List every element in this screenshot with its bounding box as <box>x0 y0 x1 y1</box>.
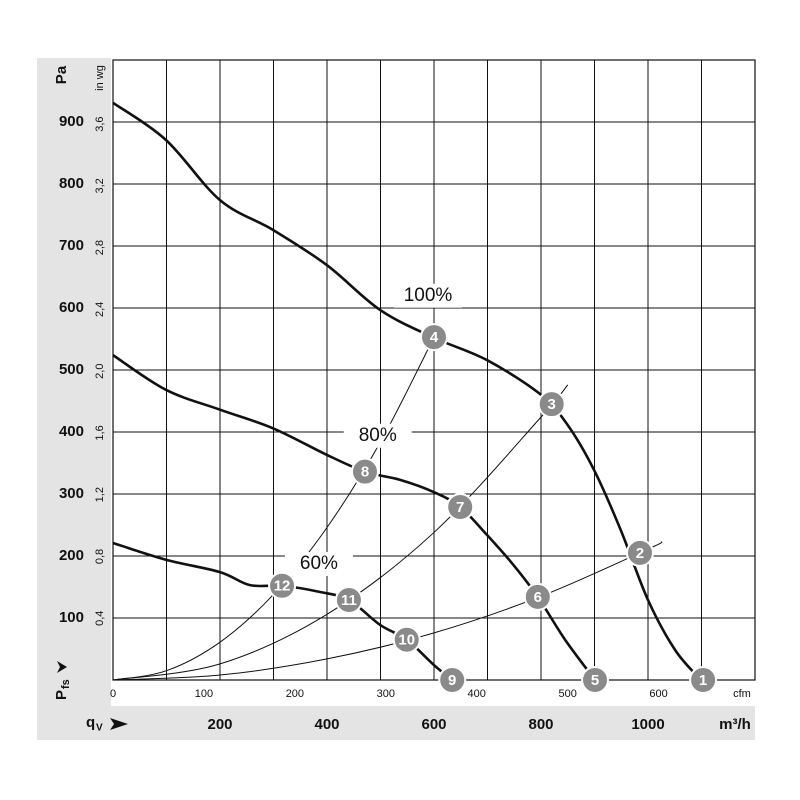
operating-point-label: 7 <box>456 499 464 516</box>
x2-tick-label: 200 <box>286 688 304 700</box>
y-tick-label: 300 <box>59 485 84 502</box>
series-label-bg <box>394 283 462 308</box>
operating-point <box>446 493 475 522</box>
y2-tick-label: 3,6 <box>94 116 106 131</box>
x-label-sub: V <box>96 723 103 734</box>
y2-tick-label: 1,2 <box>94 487 106 502</box>
operating-point <box>334 586 363 615</box>
y2-tick-label: 0,8 <box>94 549 106 564</box>
x2-tick-label: 600 <box>649 688 667 700</box>
operating-point <box>523 582 552 611</box>
y2-tick-label: 2,4 <box>94 302 106 317</box>
y-axis-panel <box>37 58 111 740</box>
y2-unit: in wg <box>94 65 106 91</box>
y-label: P fs <box>53 679 72 700</box>
y-tick-label: 900 <box>59 113 84 130</box>
x2-tick-label: 0 <box>110 688 116 700</box>
operating-point <box>438 666 467 694</box>
x2-tick-label: 100 <box>195 688 213 700</box>
y-arrow <box>57 661 67 673</box>
operating-point-label: 9 <box>448 672 456 689</box>
series-label: 100% <box>404 285 453 306</box>
y2-tick-label: 2,8 <box>94 240 106 255</box>
x2-tick-label: 400 <box>468 688 486 700</box>
y2-tick-label: 1,6 <box>94 425 106 440</box>
y2-tick-label: 2,0 <box>94 364 106 379</box>
operating-point-label: 2 <box>636 545 644 562</box>
fan-curve <box>112 541 454 682</box>
series-label-bg <box>284 552 353 577</box>
operating-point <box>625 538 654 567</box>
operating-point-label: 4 <box>430 329 439 346</box>
series-label: 60% <box>300 553 338 574</box>
operating-point-label: 10 <box>398 632 415 649</box>
y-unit: Pa <box>53 65 70 84</box>
grid <box>113 60 755 680</box>
fan-curve <box>112 101 702 681</box>
y-tick-label: 700 <box>59 237 84 254</box>
x2-tick-label: 500 <box>558 688 576 700</box>
y-tick-label: 600 <box>59 299 84 316</box>
operating-point <box>392 625 421 654</box>
y-label-sub: fs <box>60 679 72 689</box>
x-label-main: q <box>86 714 95 731</box>
operating-point-label: 12 <box>274 578 291 595</box>
operating-point-label: 1 <box>699 672 707 689</box>
x2-unit: cfm <box>733 688 751 700</box>
operating-point <box>350 457 379 486</box>
operating-point-label: 6 <box>534 589 542 606</box>
y-tick-label: 800 <box>59 175 84 192</box>
x-tick-label: 600 <box>421 716 446 733</box>
y2-tick-label: 3,2 <box>94 178 106 193</box>
operating-point <box>420 323 448 352</box>
x-axis-panel <box>37 706 755 740</box>
x-tick-label: 400 <box>314 716 339 733</box>
operating-point-label: 11 <box>341 592 357 609</box>
operating-point <box>537 390 566 419</box>
x-tick-label: 1000 <box>631 716 664 733</box>
y-tick-label: 400 <box>59 423 84 440</box>
system-line <box>112 384 569 681</box>
x-tick-label: 200 <box>207 716 232 733</box>
operating-point-label: 5 <box>591 672 599 689</box>
x-arrow <box>110 718 128 730</box>
operating-point-label: 3 <box>548 396 556 413</box>
plot-frame <box>112 59 756 681</box>
fan-curve <box>112 354 597 681</box>
x2-tick-label: 300 <box>377 688 395 700</box>
system-line <box>112 326 440 681</box>
operating-point-label: 8 <box>361 464 369 481</box>
y-label-main: P <box>53 690 70 700</box>
series-label: 80% <box>359 425 397 446</box>
y2-tick-label: 0,4 <box>94 611 106 626</box>
y-tick-label: 100 <box>59 609 84 626</box>
series-label-bg <box>343 423 412 448</box>
operating-point <box>689 666 718 694</box>
y-tick-label: 500 <box>59 361 84 378</box>
x-unit: m³/h <box>719 716 751 733</box>
operating-point <box>581 666 610 694</box>
x-tick-label: 800 <box>528 716 553 733</box>
y-tick-label: 200 <box>59 547 84 564</box>
operating-point <box>268 571 297 600</box>
